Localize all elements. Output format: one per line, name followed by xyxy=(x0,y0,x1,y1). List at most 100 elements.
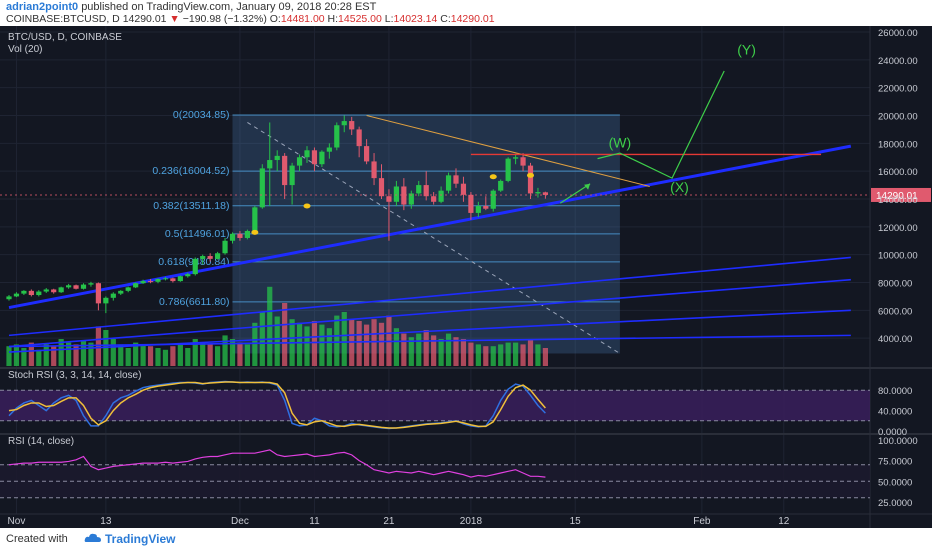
wave-label: (Y) xyxy=(737,41,756,57)
price-axis-label: 8000.00 xyxy=(878,279,912,290)
candle-body xyxy=(222,240,228,254)
candle-body xyxy=(423,185,429,197)
chart-svg[interactable]: 0(20034.85) 0.236(16004.52) 0.382(13511.18… xyxy=(0,26,932,528)
last-price-tag-text: 14290.01 xyxy=(876,191,918,202)
candle-body xyxy=(252,207,258,232)
candle-body xyxy=(177,276,183,282)
candle-body xyxy=(6,296,12,300)
candle-body xyxy=(274,155,280,161)
candle-body xyxy=(453,175,459,184)
volume-bar xyxy=(13,344,20,366)
volume-bar xyxy=(58,339,64,366)
volume-bar xyxy=(51,346,57,366)
candle-body xyxy=(490,190,496,209)
fib-level-label: 0.5(11496.01) xyxy=(165,228,230,240)
candle-body xyxy=(326,147,332,152)
volume-bar xyxy=(505,342,511,366)
candle-body xyxy=(80,284,87,289)
volume-bar xyxy=(468,342,474,366)
candle-body xyxy=(319,151,325,165)
time-axis-label: 13 xyxy=(100,516,112,527)
candle-body xyxy=(125,287,131,291)
down-arrow-icon: ▼ xyxy=(169,13,180,25)
volume-bar xyxy=(513,342,519,366)
open-value: 14481.00 xyxy=(280,13,325,25)
tradingview-brand-link[interactable]: TradingView xyxy=(105,532,176,546)
candle-body xyxy=(88,283,94,285)
volume-bar xyxy=(110,339,116,366)
volume-bar xyxy=(274,316,280,366)
tradingview-cloud-icon xyxy=(84,533,101,542)
candle-body xyxy=(237,233,243,238)
price-axis-label: 16000.00 xyxy=(878,167,918,178)
volume-bar xyxy=(378,322,385,366)
chart-header: adrian2point0 published on TradingView.c… xyxy=(0,0,932,26)
volume-bar xyxy=(95,326,101,366)
candle-body xyxy=(229,233,236,241)
rsi-axis-label: 100.0000 xyxy=(878,436,918,447)
volume-bar xyxy=(170,346,176,366)
volume-bar xyxy=(438,339,444,366)
blue-trendline xyxy=(8,144,852,310)
price-axis-label: 6000.00 xyxy=(878,306,912,317)
open-label: O: xyxy=(269,13,281,25)
author-link[interactable]: adrian2point0 xyxy=(6,1,79,13)
volume-bar xyxy=(244,344,250,366)
wave-projection-path xyxy=(597,70,725,179)
candle-body xyxy=(527,165,534,194)
candle-body xyxy=(170,278,176,282)
price-axis-label: 26000.00 xyxy=(878,28,918,39)
volume-bar xyxy=(490,346,496,366)
price-axis-label: 24000.00 xyxy=(878,56,918,67)
volume-bar xyxy=(222,335,228,366)
volume-bar xyxy=(229,339,236,366)
volume-bar xyxy=(36,349,42,366)
wave-arrow-path xyxy=(559,183,591,204)
candle-body xyxy=(535,192,541,194)
time-axis-label: 2018 xyxy=(460,516,483,527)
volume-bar xyxy=(356,321,362,366)
volume-bar xyxy=(215,346,221,366)
candle-body xyxy=(58,287,64,293)
stoch-pane-title: Stoch RSI (3, 3, 14, 14, close) xyxy=(8,370,142,381)
rsi-line xyxy=(8,449,546,478)
candle-body xyxy=(147,281,154,283)
rsi-axis-label: 50.0000 xyxy=(878,477,912,488)
candle-body xyxy=(408,193,414,205)
publish-info: published on TradingView.com, January 09… xyxy=(81,1,377,13)
time-axis-label: 15 xyxy=(570,516,582,527)
signal-marker xyxy=(489,174,497,180)
candle-body xyxy=(468,194,474,213)
volume-bar xyxy=(520,344,526,366)
volume-bar xyxy=(535,344,541,366)
time-axis-label: Nov xyxy=(8,516,26,527)
volume-bar xyxy=(423,330,429,366)
candle-body xyxy=(200,256,206,259)
candle-body xyxy=(445,175,452,191)
volume-bar xyxy=(88,342,94,366)
low-value: 14023.14 xyxy=(393,13,438,25)
price-axis-label: 12000.00 xyxy=(878,223,918,234)
candle-body xyxy=(13,293,20,297)
volume-bar xyxy=(334,315,340,366)
candle-body xyxy=(371,161,377,179)
candle-body xyxy=(289,165,295,186)
candle-body xyxy=(244,231,250,238)
candle-body xyxy=(215,253,221,259)
volume-bar xyxy=(155,348,161,366)
candle-body xyxy=(505,158,511,181)
candle-body xyxy=(386,196,392,202)
candle-body xyxy=(431,196,437,202)
blue-trendline xyxy=(8,334,851,348)
candle-body xyxy=(110,293,116,298)
volume-bar xyxy=(43,344,49,366)
volume-bar xyxy=(162,349,169,366)
chart-area[interactable]: 0(20034.85) 0.236(16004.52) 0.382(13511.18… xyxy=(0,26,932,528)
volume-bar xyxy=(125,348,131,366)
main-pane-title: BTC/USD, D, COINBASE xyxy=(8,32,122,43)
price-axis-label: 20000.00 xyxy=(878,112,918,123)
time-axis-label: Dec xyxy=(231,516,249,527)
candle-body xyxy=(66,285,72,288)
price-axis-label: 18000.00 xyxy=(878,139,918,150)
fib-level-label: 0.786(6611.80) xyxy=(159,296,229,308)
